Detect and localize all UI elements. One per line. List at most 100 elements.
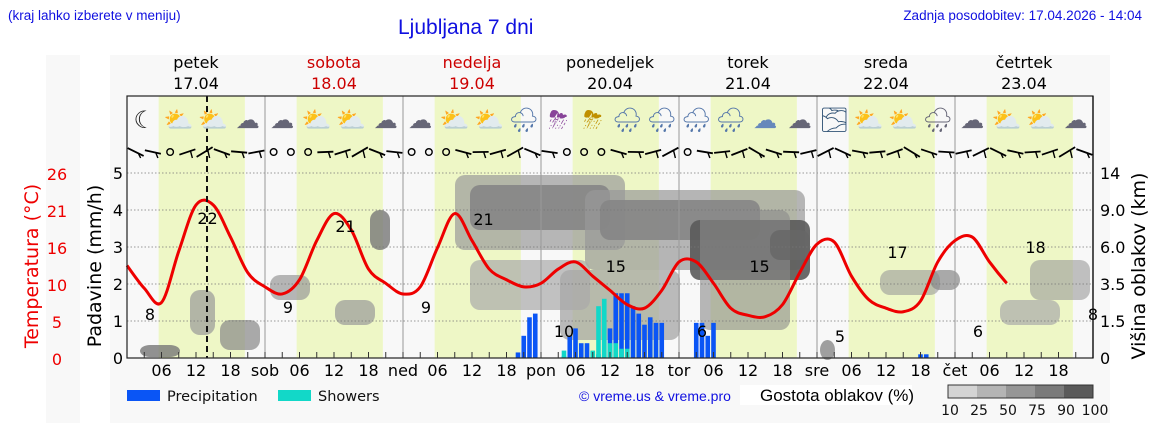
x-tick-label: 06 xyxy=(565,361,585,380)
precipitation-bar xyxy=(567,335,573,358)
calm-wind-icon xyxy=(424,147,433,156)
calm-wind-icon xyxy=(304,147,313,156)
precipitation-bar xyxy=(711,322,716,358)
wind-barb-icon xyxy=(748,146,766,158)
temperature-label: 8 xyxy=(145,305,155,324)
wind-barb-icon xyxy=(955,149,972,155)
wind-barb-tick xyxy=(258,151,263,159)
cloud-rain-heavy-icon: 🌧 xyxy=(612,106,642,134)
x-tick-label: 18 xyxy=(910,361,930,380)
showers-bar xyxy=(596,306,601,358)
sun-cloud-icon: ⛅ xyxy=(198,106,228,134)
showers-bar xyxy=(561,350,567,358)
x-tick-label: 06 xyxy=(979,361,999,380)
temperature-tick: 10 xyxy=(47,276,67,295)
cloud-density-title-bg xyxy=(740,385,912,405)
temperature-tick: 0 xyxy=(52,350,62,369)
wind-barb-tick xyxy=(759,154,763,159)
wind-barb-tick xyxy=(189,150,194,159)
sun-cloud-icon: ⛅ xyxy=(336,106,366,134)
day-date: 22.04 xyxy=(863,74,909,93)
wind-barb-tick xyxy=(741,150,746,159)
wind-barb-icon xyxy=(800,149,817,155)
wind-barb-tick xyxy=(155,152,159,159)
wind-barb-tick xyxy=(465,152,470,159)
wind-barb-icon xyxy=(368,148,386,156)
precipitation-bar xyxy=(619,293,624,358)
precipitation-tick: 0 xyxy=(113,349,123,368)
moon-fog-icon: 🌫 xyxy=(819,106,849,134)
cloud-height-axis-label: Višina oblakov (km) xyxy=(1128,173,1150,360)
wind-barb-tick xyxy=(517,149,521,159)
wind-barb-icon xyxy=(524,147,541,157)
precipitation-tick: 3 xyxy=(113,238,123,257)
temperature-tick: 26 xyxy=(47,165,67,184)
wind-barb-tick xyxy=(810,150,815,159)
wind-barb-icon xyxy=(696,149,714,155)
sun-cloud-icon: ⛅ xyxy=(440,106,470,134)
cloud-rain-icon: 🌧 xyxy=(509,106,539,134)
precipitation-bar xyxy=(923,354,929,358)
page-title: Ljubljana 7 dni xyxy=(398,16,534,39)
showers-swatch xyxy=(278,390,311,401)
moon-cloud-icon: ☁ xyxy=(1064,106,1088,134)
wind-barb-tick xyxy=(482,151,487,159)
day-headers: petek 17.04 sobota 18.04 nedelja 19.04 ponedel… xyxy=(173,53,1053,93)
temperature-tick: 21 xyxy=(47,202,67,221)
precipitation-bar xyxy=(630,306,636,358)
wind-barb-tick xyxy=(879,151,884,159)
cloud-blob xyxy=(470,260,590,310)
cloud-height-tick: 1.5 xyxy=(1100,312,1125,331)
cloud-density-tick: 75 xyxy=(1028,403,1046,419)
cloud-density-swatch xyxy=(948,385,977,398)
wind-barb-tick xyxy=(396,152,401,159)
wind-barb-tick xyxy=(362,149,366,159)
showers-bar xyxy=(601,298,607,358)
temperature-label: 21 xyxy=(335,217,355,236)
wind-barb-icon xyxy=(903,146,921,158)
wind-barb-icon xyxy=(644,149,662,155)
precipitation-bar xyxy=(647,317,653,358)
calm-wind-icon xyxy=(562,147,571,156)
wind-barb-tick xyxy=(845,153,849,159)
wind-barb-tick xyxy=(1000,153,1004,159)
wind-barb-tick xyxy=(707,152,711,159)
precipitation-bar xyxy=(584,343,590,358)
cloud-blob xyxy=(1000,300,1060,325)
wind-barb-icon xyxy=(351,146,369,158)
moon-cloud-icon: ☁ xyxy=(236,106,260,134)
precipitation-swatch xyxy=(127,390,160,401)
wind-barb-icon xyxy=(506,146,524,158)
x-tick-label: 12 xyxy=(462,361,482,380)
x-tick-label: sob xyxy=(251,361,279,380)
wind-barb-icon xyxy=(869,150,886,154)
calm-wind-icon xyxy=(683,147,692,156)
day-name: sobota xyxy=(307,53,361,72)
showers-bar xyxy=(613,343,619,358)
x-tick-label: tor xyxy=(668,361,691,380)
location-hint[interactable]: (kraj lahko izberete v meniju) xyxy=(8,8,181,23)
cloud-density-swatch xyxy=(1006,385,1035,398)
moon-cloud-icon: ☁ xyxy=(270,106,294,134)
calm-wind-icon xyxy=(407,147,416,156)
precipitation-bar xyxy=(699,322,705,358)
precipitation-bar xyxy=(578,343,584,358)
wind-barb-icon xyxy=(127,147,145,157)
day-name: petek xyxy=(173,53,219,72)
cloud-density-tick: 25 xyxy=(970,403,988,419)
cloud-density-swatch xyxy=(1035,385,1064,398)
x-tick-label: 18 xyxy=(634,361,654,380)
cloud-density-swatch xyxy=(1064,385,1093,398)
temperature-label: 15 xyxy=(606,257,626,276)
wind-barb-icon xyxy=(731,148,748,156)
copyright-link[interactable]: © vreme.us & vreme.pro xyxy=(579,388,731,404)
temperature-label: 6 xyxy=(973,322,983,341)
temperature-label: 17 xyxy=(887,243,907,262)
wind-barb-tick xyxy=(1086,153,1091,159)
x-tick-label: 06 xyxy=(841,361,861,380)
wind-barb-tick xyxy=(896,150,901,159)
temp-axis-panel xyxy=(46,55,80,423)
cloud-blob xyxy=(335,300,375,325)
showers-bar xyxy=(619,348,624,358)
